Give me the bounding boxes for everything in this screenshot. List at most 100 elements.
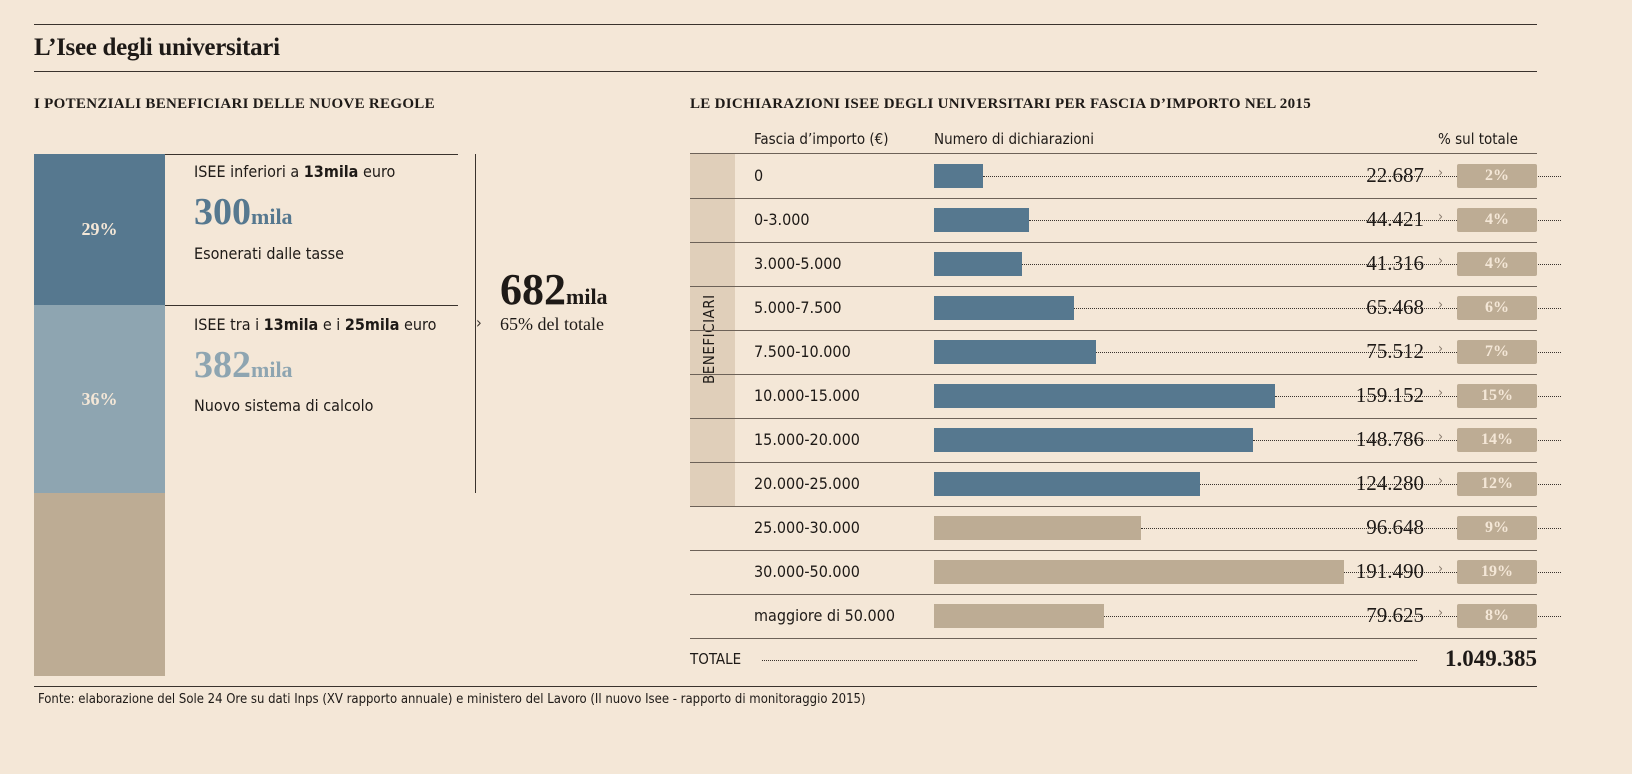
leader-dots [1274,396,1561,397]
value-label: 44.421 [1366,207,1424,231]
chart-title: LE DICHIARAZIONI ISEE DEGLI UNIVERSITARI… [690,96,1311,112]
category-label: 3.000-5.000 [754,254,842,273]
category-label: 20.000-25.000 [754,474,860,493]
value-label: 124.280 [1355,471,1424,495]
chart-row: 0-3.000 44.421 › 4% [690,198,1561,243]
percent-label: 7% [1457,340,1537,364]
chevron-right-icon: › [1438,429,1444,445]
percent-label: 12% [1457,472,1537,496]
chart-row: 25.000-30.000 96.648 9% [690,506,1561,551]
bar [934,384,1275,408]
chevron-right-icon: › [476,313,482,332]
bar [934,252,1023,276]
page-title: L’Isee degli universitari [34,34,280,61]
group2-desc: Nuovo sistema di calcolo [194,396,374,415]
group1-label: ISEE inferiori a 13mila euro [194,162,396,181]
leader-dots [1022,264,1561,265]
segment-13k-25k: 36% [34,305,165,493]
bar [934,164,983,188]
value-label: 79.625 [1366,603,1424,627]
segment-pct: 29% [81,219,118,239]
chevron-right-icon: › [1438,165,1444,181]
leader-dots [1200,484,1561,485]
source-note: Fonte: elaborazione del Sole 24 Ore su d… [34,686,1537,712]
leader-dots [982,176,1561,177]
chevron-right-icon: › [1438,297,1444,313]
category-label: 0 [754,166,764,185]
value-label: 22.687 [1366,163,1424,187]
chevron-right-icon: › [1438,341,1444,357]
leader-dots [1104,616,1561,617]
value-label: 65.468 [1366,295,1424,319]
percent-label: 9% [1457,516,1537,540]
chevron-right-icon: › [1438,209,1444,225]
category-label: maggiore di 50.000 [754,606,895,625]
segment-other [34,493,165,676]
chart-row: 3.000-5.000 41.316 › 4% [690,242,1561,287]
value-label: 159.152 [1355,383,1424,407]
category-label: 0-3.000 [754,210,810,229]
percent-label: 6% [1457,296,1537,320]
bar [934,472,1201,496]
chart-row: 7.500-10.000 75.512 › 7% [690,330,1561,375]
percent-label: 2% [1457,164,1537,188]
total-beneficiari: 682mila [500,265,608,314]
total-leader [762,660,1417,661]
col-header-pct: % sul totale [1438,130,1518,148]
leader-dots [1029,220,1561,221]
group2-label: ISEE tra i 13mila e i 25mila euro [194,315,437,334]
segment-pct: 36% [81,388,118,409]
chart-row: 0 22.687 › 2% [690,154,1561,199]
bar [934,560,1344,584]
chart-row: maggiore di 50.000 79.625 › 8% [690,594,1561,639]
value-label: 191.490 [1355,559,1424,583]
col-header-numero: Numero di dichiarazioni [934,130,1094,148]
bar [934,604,1105,628]
bar [934,340,1096,364]
value-label: 148.786 [1355,427,1424,451]
percent-label: 4% [1457,252,1537,276]
percent-label: 4% [1457,208,1537,232]
leader-dots [1074,308,1561,309]
leader-dots [1252,440,1561,441]
chart-row: 15.000-20.000 148.786 › 14% [690,418,1561,463]
category-label: 5.000-7.500 [754,298,842,317]
category-label: 10.000-15.000 [754,386,860,405]
chevron-right-icon: › [1438,561,1444,577]
chart-row: 30.000-50.000 191.490 › 19% [690,550,1561,595]
group1-value: 300mila [194,191,293,233]
value-label: 75.512 [1366,339,1424,363]
chevron-right-icon: › [1438,605,1444,621]
leader-dots [1140,528,1561,529]
bar [934,296,1075,320]
bracket-line [475,154,476,493]
category-label: 7.500-10.000 [754,342,851,361]
bar [934,428,1253,452]
chart-row: 5.000-7.500 65.468 › 6% [690,286,1561,331]
chevron-right-icon: › [1438,253,1444,269]
category-label: 25.000-30.000 [754,518,860,537]
col-header-fascia: Fascia d’importo (€) [754,130,889,148]
chart-row: 10.000-15.000 159.152 › 15% [690,374,1561,419]
percent-label: 8% [1457,604,1537,628]
total-label: TOTALE [690,650,742,668]
total-value: 1.049.385 [1445,646,1537,671]
percent-label: 19% [1457,560,1537,584]
chevron-right-icon: › [1438,473,1444,489]
group1-desc: Esonerati dalle tasse [194,244,345,263]
bar [934,516,1141,540]
chevron-right-icon: › [1438,385,1444,401]
category-label: 30.000-50.000 [754,562,860,581]
left-heading: I POTENZIALI BENEFICIARI DELLE NUOVE REG… [34,96,435,112]
percent-label: 14% [1457,428,1537,452]
leader-dots [1344,572,1561,573]
chart-row: 20.000-25.000 124.280 › 12% [690,462,1561,507]
percent-label: 15% [1457,384,1537,408]
segment-under-13k: 29% [34,154,165,305]
value-label: 41.316 [1366,251,1424,275]
value-label: 96.648 [1366,515,1424,539]
leader-dots [1095,352,1561,353]
bar [934,208,1030,232]
total-desc: 65% del totale [500,314,604,334]
